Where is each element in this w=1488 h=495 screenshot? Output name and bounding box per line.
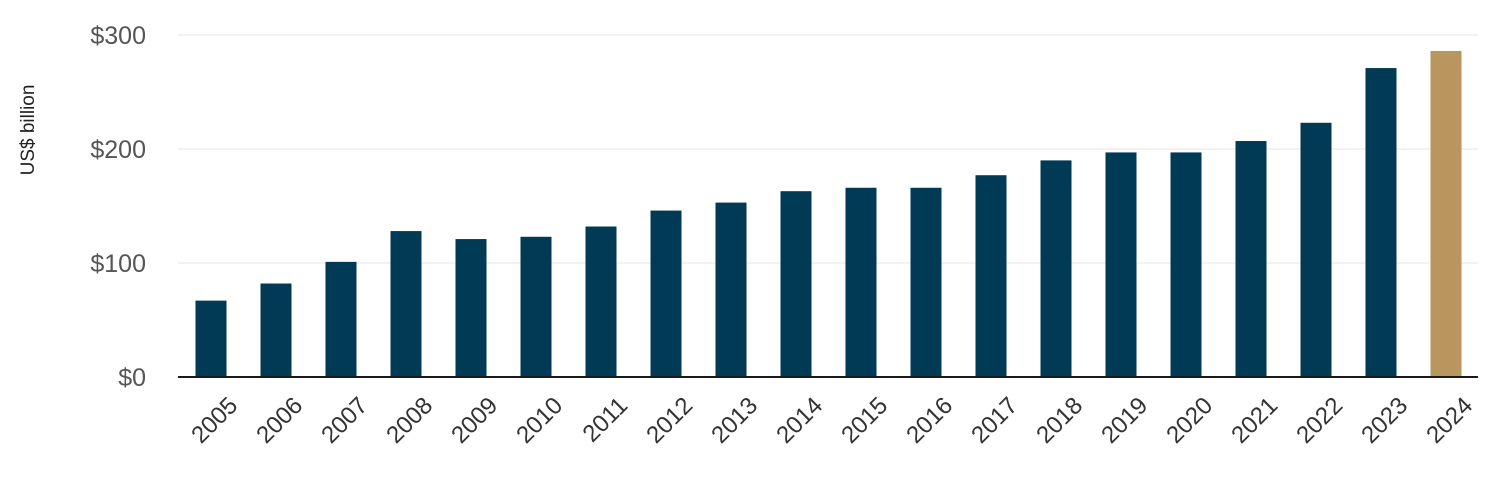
y-tick-label: $100 — [90, 250, 146, 278]
bar-2013 — [715, 202, 747, 377]
x-tick-label: 2013 — [706, 392, 763, 449]
x-tick-label: 2018 — [1031, 392, 1088, 449]
bar-2023 — [1365, 68, 1397, 377]
x-axis-ticks: 2005 2006 2007 2008 2009 2010 2011 2012 2013 2014… — [186, 392, 1478, 449]
bar-2024 — [1430, 50, 1462, 378]
y-tick-label: $200 — [90, 136, 146, 164]
x-tick-label: 2017 — [966, 392, 1023, 449]
x-tick-label: 2019 — [1096, 392, 1153, 449]
gridlines — [178, 34, 1478, 264]
bar-2020 — [1170, 152, 1202, 377]
x-tick-label: 2016 — [901, 392, 958, 449]
x-tick-label: 2008 — [381, 392, 438, 449]
x-tick-label: 2021 — [1226, 392, 1283, 449]
x-tick-label: 2020 — [1161, 392, 1218, 449]
y-axis-title: US$ billion — [18, 85, 39, 176]
bar-2012 — [650, 210, 682, 377]
bar-2018 — [1040, 160, 1072, 377]
bar-2008 — [390, 231, 422, 377]
x-tick-label: 2010 — [511, 392, 568, 449]
x-tick-label: 2011 — [578, 392, 634, 448]
bar-2015 — [845, 187, 877, 377]
x-tick-label: 2012 — [641, 392, 698, 449]
x-tick-label: 2006 — [251, 392, 308, 449]
bar-2014 — [780, 191, 812, 377]
bar-2011 — [585, 226, 617, 377]
x-tick-label: 2022 — [1291, 392, 1348, 449]
bar-2022 — [1300, 122, 1332, 377]
x-tick-label: 2014 — [771, 392, 828, 449]
x-tick-label: 2024 — [1421, 392, 1478, 449]
bar-2021 — [1235, 141, 1267, 377]
x-tick-label: 2007 — [316, 392, 373, 449]
bar-2019 — [1105, 152, 1137, 377]
y-axis-ticks: $0 $100 $200 $300 — [90, 22, 146, 392]
x-tick-label: 2009 — [446, 392, 503, 449]
x-tick-label: 2005 — [186, 392, 243, 449]
x-tick-label: 2023 — [1356, 392, 1413, 449]
bar-2006 — [260, 283, 292, 377]
bar-2016 — [910, 187, 942, 377]
bar-2017 — [975, 175, 1007, 377]
bar-2005 — [195, 300, 227, 377]
bar-2009 — [455, 239, 487, 377]
y-tick-label: $300 — [90, 22, 146, 50]
y-tick-label: $0 — [118, 364, 146, 392]
bar-2010 — [520, 236, 552, 377]
bar-2007 — [325, 261, 357, 377]
bars — [195, 50, 1462, 378]
x-tick-label: 2015 — [836, 392, 893, 449]
